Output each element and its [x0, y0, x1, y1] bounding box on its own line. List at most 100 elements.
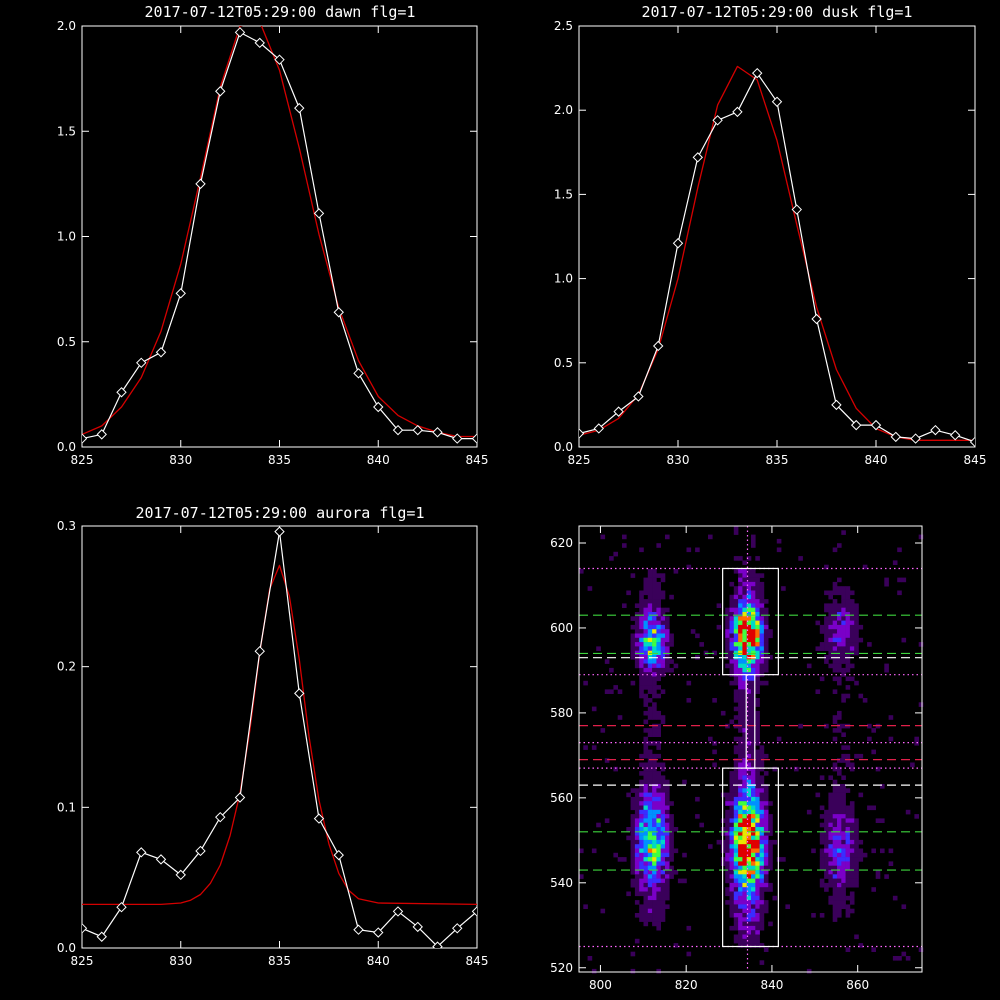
- y-tick-label: 0.0: [57, 440, 76, 454]
- data-point: [136, 357, 147, 369]
- data-point: [949, 430, 961, 441]
- data-point: [175, 869, 186, 881]
- data-point: [333, 849, 344, 861]
- data-point: [116, 387, 127, 398]
- y-tick-label: 0.5: [554, 356, 573, 370]
- y-tick-label: 0.0: [57, 941, 76, 955]
- data-point: [373, 927, 384, 938]
- x-tick-label: 840: [760, 978, 783, 992]
- y-tick-label: 520: [550, 961, 573, 975]
- data-point: [82, 433, 88, 444]
- data-point: [96, 931, 107, 942]
- data-point: [353, 368, 364, 379]
- x-tick-label: 835: [268, 453, 291, 467]
- x-tick-label: 845: [466, 954, 489, 968]
- plot-frame: [578, 525, 923, 973]
- x-tick-label: 825: [71, 453, 94, 467]
- data-point: [969, 436, 975, 447]
- y-tick-label: 1.5: [57, 124, 76, 138]
- data-point: [353, 924, 364, 935]
- data-point: [175, 288, 186, 299]
- data-point: [432, 941, 443, 948]
- data-point: [195, 845, 206, 857]
- y-tick-label: 1.0: [554, 272, 573, 286]
- x-tick-label: 830: [169, 453, 192, 467]
- data-point: [195, 178, 206, 190]
- plot-frame: [578, 25, 976, 448]
- data-point: [96, 429, 107, 440]
- y-tick-label: 560: [550, 791, 573, 805]
- aurora-plot: 825 830 835 840 845 0.0 0.1 0.2 0.3: [57, 519, 489, 968]
- y-tick-label: 1.5: [554, 187, 573, 201]
- y-tick-label: 540: [550, 876, 573, 890]
- y-tick-label: 0.2: [57, 660, 76, 674]
- x-tick-label: 860: [846, 978, 869, 992]
- x-tick-label: 840: [367, 453, 390, 467]
- data-point: [692, 152, 704, 163]
- data-point: [155, 347, 167, 358]
- dusk-plot: 825 830 835 840 845 0.0 0.5 1.0 1.5 2.0 2.5: [554, 19, 987, 467]
- x-tick-label: 800: [589, 978, 612, 992]
- data-point: [613, 406, 624, 417]
- data-point: [890, 431, 902, 443]
- data-point: [672, 238, 684, 249]
- dawn-plot-title: 2017-07-12T05:29:00 dawn flg=1: [145, 3, 416, 21]
- x-tick-label: 825: [568, 453, 591, 467]
- dusk-plot-title: 2017-07-12T05:29:00 dusk flg=1: [642, 3, 913, 21]
- y-tick-label: 0.3: [57, 519, 76, 533]
- spectral-image-heatmap: 800 820 840 860 520 540 560 580 600 620: [550, 525, 924, 992]
- data-point: [254, 645, 265, 657]
- data-point: [313, 813, 325, 824]
- data-point: [234, 27, 246, 38]
- x-tick-label: 825: [71, 954, 94, 968]
- data-point: [870, 419, 882, 431]
- x-tick-label: 835: [766, 453, 789, 467]
- x-tick-label: 845: [964, 453, 987, 467]
- data-point: [274, 526, 285, 537]
- y-tick-label: 600: [550, 621, 573, 635]
- data-point: [313, 208, 325, 219]
- data-point: [82, 923, 88, 934]
- y-tick-label: 0.0: [554, 440, 573, 454]
- y-tick-label: 0.5: [57, 335, 76, 349]
- data-point: [850, 419, 862, 431]
- dawn-plot: 825 830 835 840 845 0.0 0.5 1.0 1.5 2.0: [57, 19, 489, 467]
- data-point: [215, 86, 226, 97]
- y-tick-label: 580: [550, 706, 573, 720]
- data-point: [930, 424, 941, 436]
- data-point: [579, 428, 585, 439]
- data-point: [412, 424, 423, 436]
- data-point: [452, 433, 463, 444]
- data-point: [811, 313, 822, 325]
- x-tick-label: 840: [865, 453, 888, 467]
- data-point: [910, 433, 921, 444]
- y-tick-label: 0.1: [57, 800, 76, 814]
- data-point: [471, 906, 477, 917]
- data-point: [294, 688, 305, 699]
- plot-frame: [81, 525, 478, 949]
- data-point: [274, 54, 285, 65]
- x-tick-label: 835: [268, 954, 291, 968]
- data-point: [712, 115, 723, 126]
- data-point: [831, 399, 842, 411]
- data-point: [215, 811, 226, 823]
- data-point: [791, 204, 803, 215]
- y-tick-label: 1.0: [57, 230, 76, 244]
- data-point: [593, 423, 605, 434]
- data-point: [633, 391, 644, 402]
- data-point: [452, 923, 463, 934]
- data-point: [471, 433, 477, 444]
- data-point: [254, 37, 265, 49]
- x-tick-label: 845: [466, 453, 489, 467]
- y-tick-label: 2.5: [554, 19, 573, 33]
- y-tick-label: 2.0: [57, 19, 76, 33]
- data-point: [294, 102, 305, 114]
- x-tick-label: 830: [667, 453, 690, 467]
- data-point: [116, 901, 127, 913]
- y-tick-label: 620: [550, 536, 573, 550]
- aurora-plot-title: 2017-07-12T05:29:00 aurora flg=1: [136, 504, 425, 522]
- data-point: [652, 340, 664, 352]
- x-tick-label: 830: [169, 954, 192, 968]
- data-point: [155, 854, 167, 865]
